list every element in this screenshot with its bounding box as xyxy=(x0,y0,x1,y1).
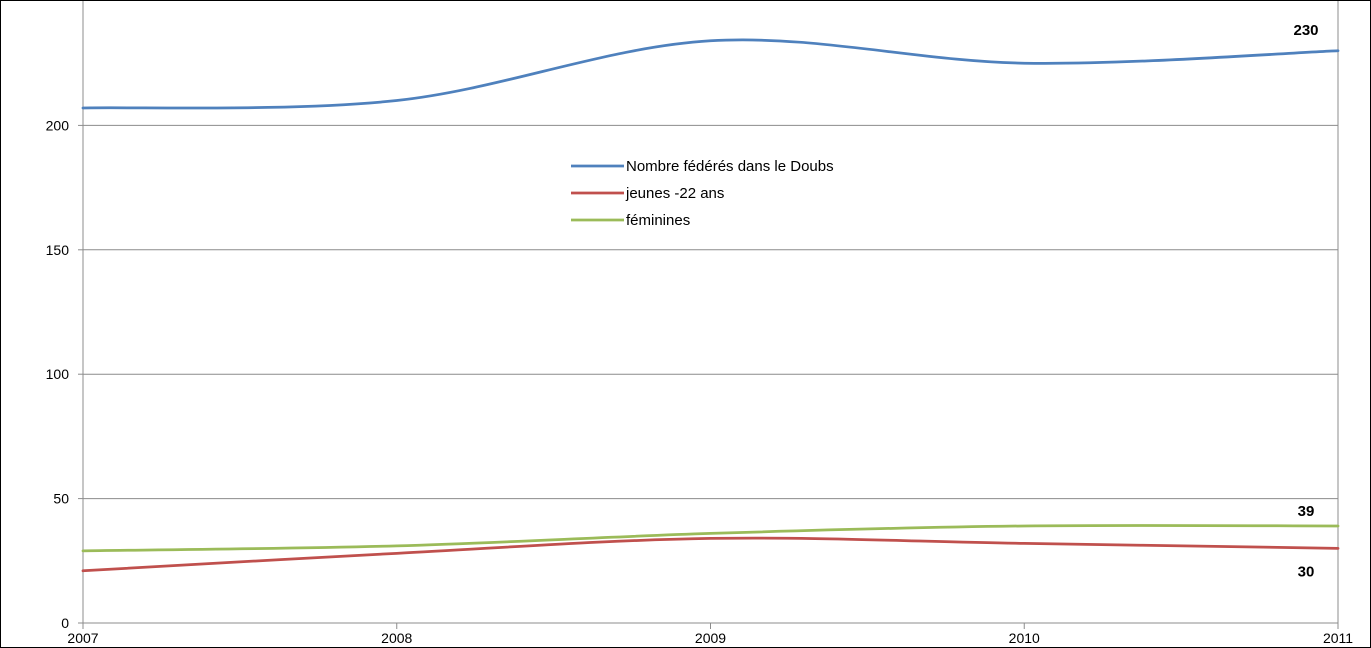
legend-label-2: féminines xyxy=(626,212,690,229)
x-tick-label: 2008 xyxy=(381,630,412,646)
x-tick-label: 2007 xyxy=(67,630,98,646)
y-tick-label: 150 xyxy=(46,242,70,258)
y-tick-label: 50 xyxy=(53,491,69,507)
axes: 0 50 100 150 200 2007 2008 2009 2010 2011 xyxy=(46,1,1353,646)
y-tick-label: 0 xyxy=(61,615,69,631)
x-tick-label: 2009 xyxy=(695,630,726,646)
data-labels: 230 30 39 xyxy=(1293,22,1318,581)
end-data-label-1: 30 xyxy=(1298,563,1315,580)
end-data-label-0: 230 xyxy=(1293,22,1318,39)
end-data-label-2: 39 xyxy=(1298,503,1315,520)
y-tick-label: 200 xyxy=(46,117,70,133)
series-line-2 xyxy=(81,524,1340,553)
series-line-0 xyxy=(81,38,1340,110)
x-tick-label: 2010 xyxy=(1009,630,1040,646)
y-tick-label: 100 xyxy=(46,366,70,382)
legend-label-1: jeunes -22 ans xyxy=(625,185,724,202)
series-lines xyxy=(81,38,1340,573)
legend-label-0: Nombre fédérés dans le Doubs xyxy=(626,158,834,175)
legend: Nombre fédérés dans le Doubs jeunes -22 a… xyxy=(571,158,834,229)
x-tick-label: 2011 xyxy=(1323,630,1353,646)
series-line-1 xyxy=(81,536,1340,573)
gridlines xyxy=(83,124,1338,500)
